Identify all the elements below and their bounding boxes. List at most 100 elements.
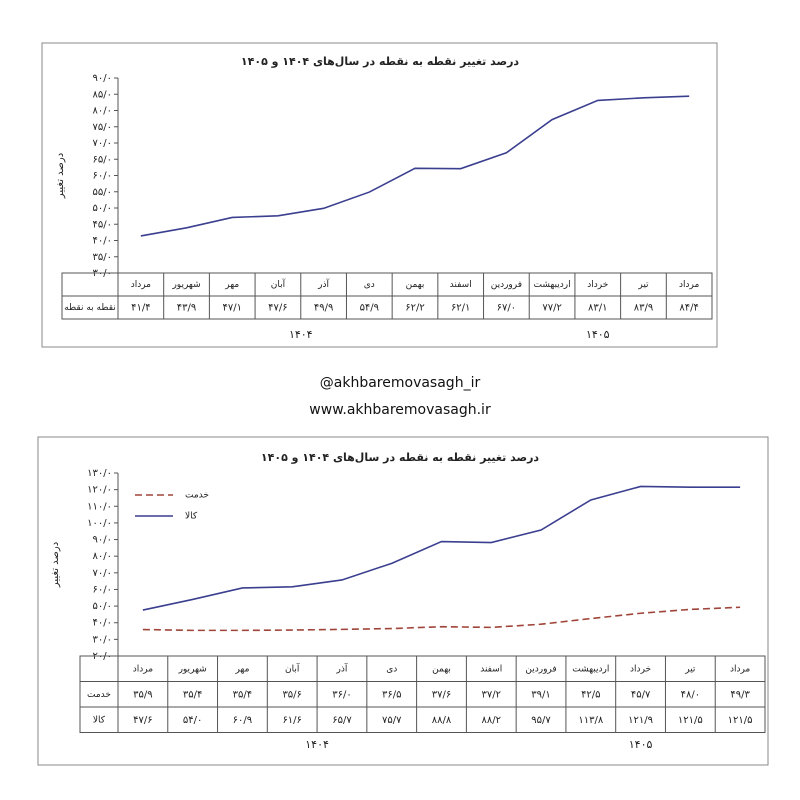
x-tick-label: مرداد — [133, 664, 153, 674]
handle: @akhbaremovasagh_ir — [320, 375, 481, 391]
y-tick-label: ۱۳۰/۰ — [87, 468, 112, 479]
row-label: کالا — [93, 715, 106, 725]
y-tick-label: ۹۰/۰ — [93, 73, 112, 84]
data-label: ۸۳/۹ — [634, 303, 653, 314]
data-label: ۴۵/۷ — [631, 689, 651, 700]
group-label: ۱۴۰۵ — [586, 328, 610, 341]
data-label: ۴۲/۵ — [581, 689, 600, 700]
series-line — [140, 95, 690, 237]
y-tick-label: ۸۰/۰ — [93, 106, 112, 117]
x-tick-label: اردیبهشت — [572, 664, 609, 674]
data-label: ۳۷/۶ — [432, 689, 451, 700]
x-tick-label: دی — [364, 280, 375, 290]
legend-label: کالا — [185, 512, 198, 522]
x-tick-label: اسفند — [450, 280, 472, 290]
y-tick-label: ۷۰/۰ — [93, 568, 112, 579]
data-label: ۳۶/۵ — [382, 689, 401, 700]
y-tick-label: ۷۰/۰ — [93, 138, 112, 149]
data-label: ۴۳/۹ — [177, 303, 196, 314]
data-label: ۳۶/۰ — [332, 689, 351, 700]
data-label: ۱۲۱/۵ — [728, 715, 753, 726]
x-tick-label: بهمن — [432, 664, 451, 674]
x-tick-label: فروردین — [525, 664, 556, 674]
x-tick-label: شهریور — [178, 664, 207, 674]
y-tick-label: ۵۰/۰ — [93, 601, 112, 612]
legend-label: خدمت — [185, 491, 209, 501]
series-line — [142, 485, 741, 611]
data-label: ۳۵/۹ — [133, 689, 152, 700]
data-label: ۶۲/۲ — [405, 303, 424, 314]
data-label: ۳۵/۶ — [282, 689, 301, 700]
data-label: ۵۴/۹ — [360, 303, 379, 314]
x-tick-label: مرداد — [131, 280, 151, 290]
data-label: ۳۵/۴ — [183, 689, 202, 700]
y-tick-label: ۴۰/۰ — [93, 618, 112, 629]
x-tick-label: شهریور — [171, 280, 200, 290]
y-tick-label: ۶۰/۰ — [93, 171, 112, 182]
x-tick-label: دی — [386, 664, 397, 674]
data-label: ۴۹/۹ — [314, 303, 333, 314]
data-label: ۱۲۱/۵ — [678, 715, 703, 726]
y-tick-label: ۶۰/۰ — [93, 584, 112, 595]
y-axis-label: درصد تغییر — [55, 153, 66, 199]
x-tick-label: آبان — [285, 662, 300, 674]
data-label: ۸۴/۴ — [679, 303, 698, 314]
x-tick-label: اردیبهشت — [534, 280, 571, 290]
chart-title: درصد تغییر نقطه به نقطه در سال‌های ۱۴۰۴ … — [241, 55, 519, 68]
chart-frame — [37, 436, 769, 766]
group-label: ۱۴۰۴ — [289, 328, 313, 341]
data-label: ۴۸/۰ — [681, 689, 700, 700]
x-tick-label: تیر — [684, 664, 696, 674]
data-label: ۸۸/۸ — [432, 715, 452, 726]
data-label: ۴۷/۱ — [222, 303, 241, 314]
data-label: ۱۱۳/۸ — [578, 715, 603, 726]
data-label: ۷۵/۷ — [382, 715, 402, 726]
x-tick-label: آبان — [271, 278, 286, 290]
x-tick-label: مهر — [224, 280, 239, 290]
y-tick-label: ۴۰/۰ — [93, 236, 112, 247]
series-line — [142, 606, 741, 632]
y-tick-label: ۸۵/۰ — [93, 89, 112, 100]
y-tick-label: ۵۰/۰ — [93, 203, 112, 214]
data-label: ۳۵/۴ — [233, 689, 252, 700]
data-label: ۳۹/۱ — [531, 689, 550, 700]
y-tick-label: ۱۱۰/۰ — [87, 501, 112, 512]
website: www.akhbaremovasagh.ir — [309, 402, 491, 418]
x-tick-label: خرداد — [587, 280, 608, 290]
y-tick-label: ۳۰/۰ — [93, 634, 112, 645]
x-tick-label: اسفند — [480, 664, 502, 674]
y-tick-label: ۹۰/۰ — [93, 535, 112, 546]
data-label: ۶۷/۰ — [497, 303, 516, 314]
data-label: ۸۸/۲ — [482, 715, 501, 726]
x-tick-label: مهر — [234, 664, 249, 674]
data-label: ۴۱/۴ — [131, 303, 150, 314]
x-tick-label: تیر — [637, 280, 649, 290]
x-tick-label: فروردین — [491, 280, 522, 290]
data-label: ۴۷/۶ — [133, 715, 152, 726]
data-label: ۶۰/۹ — [233, 715, 252, 726]
y-tick-label: ۶۵/۰ — [93, 154, 112, 165]
data-label: ۴۷/۶ — [268, 303, 287, 314]
x-tick-label: بهمن — [406, 280, 425, 290]
y-tick-label: ۱۰۰/۰ — [87, 518, 112, 529]
data-label: ۸۳/۱ — [588, 303, 607, 314]
data-label: ۷۷/۲ — [542, 303, 561, 314]
y-tick-label: ۱۲۰/۰ — [87, 485, 112, 496]
row-label: خدمت — [87, 690, 111, 700]
row-label: نقطه به نقطه — [64, 303, 116, 313]
x-tick-label: آذر — [336, 662, 348, 674]
x-tick-label: مرداد — [679, 280, 699, 290]
data-label: ۵۴/۰ — [183, 715, 202, 726]
data-label: ۶۵/۷ — [332, 715, 352, 726]
y-tick-label: ۸۰/۰ — [93, 551, 112, 562]
group-label: ۱۴۰۴ — [305, 738, 329, 751]
data-label: ۶۲/۱ — [451, 303, 470, 314]
x-tick-label: مرداد — [730, 664, 750, 674]
group-label: ۱۴۰۵ — [629, 738, 653, 751]
data-label: ۶۱/۶ — [282, 715, 301, 726]
y-tick-label: ۳۵/۰ — [93, 252, 112, 263]
y-tick-label: ۷۵/۰ — [93, 122, 112, 133]
y-axis-label: درصد تغییر — [50, 542, 61, 588]
x-tick-label: خرداد — [630, 664, 651, 674]
